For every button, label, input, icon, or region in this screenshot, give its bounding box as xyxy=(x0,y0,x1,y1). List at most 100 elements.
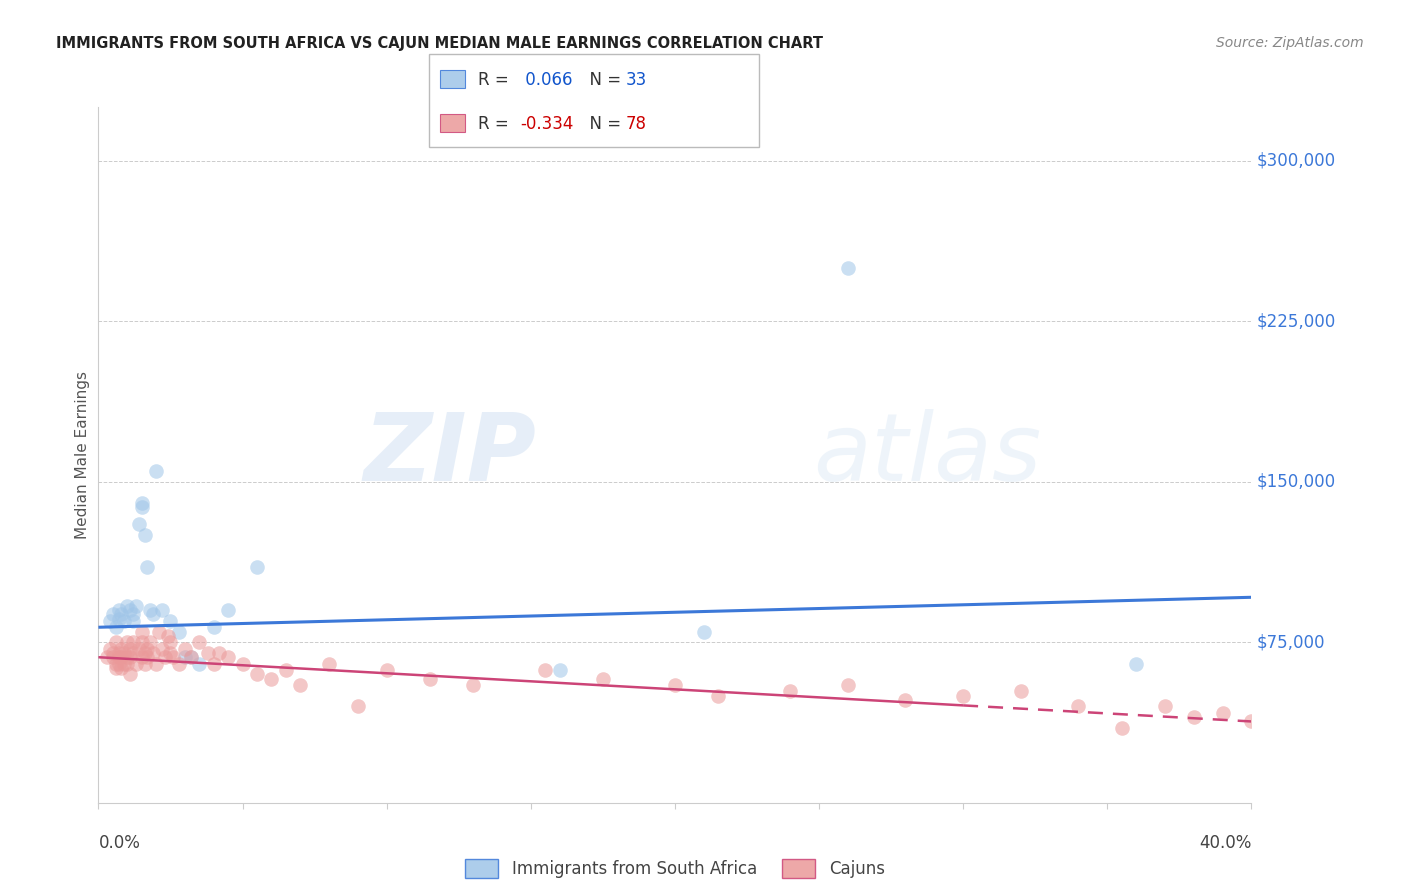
Point xyxy=(1111,721,1133,735)
Text: atlas: atlas xyxy=(813,409,1042,500)
Point xyxy=(131,650,153,665)
Point xyxy=(159,635,181,649)
Point xyxy=(274,663,297,677)
Point xyxy=(139,603,162,617)
Point xyxy=(139,635,162,649)
Point xyxy=(159,646,181,660)
Point xyxy=(217,603,239,617)
Point xyxy=(246,560,269,574)
Point xyxy=(98,641,121,656)
Point xyxy=(534,663,557,677)
Point xyxy=(174,650,197,665)
Point xyxy=(110,650,132,665)
Point xyxy=(1298,710,1320,724)
Point xyxy=(101,650,124,665)
Point xyxy=(112,614,135,628)
Point xyxy=(120,650,142,665)
Point xyxy=(1212,706,1234,720)
Point xyxy=(188,635,211,649)
Point xyxy=(110,641,132,656)
Point xyxy=(96,650,118,665)
Point xyxy=(1010,684,1032,698)
Text: R =: R = xyxy=(478,70,515,88)
Point xyxy=(548,663,571,677)
Point xyxy=(122,646,145,660)
Point xyxy=(197,646,219,660)
Text: 33: 33 xyxy=(626,70,647,88)
Point xyxy=(346,699,368,714)
Point xyxy=(117,599,138,613)
Text: 0.066: 0.066 xyxy=(520,70,572,88)
Point xyxy=(1067,699,1090,714)
Y-axis label: Median Male Earnings: Median Male Earnings xyxy=(75,371,90,539)
Point xyxy=(174,641,197,656)
Point xyxy=(107,657,129,671)
Point xyxy=(260,672,283,686)
Point xyxy=(112,646,135,660)
Point xyxy=(134,657,156,671)
Point xyxy=(153,650,176,665)
Point xyxy=(375,663,398,677)
Point xyxy=(128,517,150,532)
Point xyxy=(110,661,132,675)
Point xyxy=(128,641,150,656)
Point xyxy=(134,646,156,660)
Point xyxy=(318,657,340,671)
Point xyxy=(107,650,129,665)
Text: $75,000: $75,000 xyxy=(1257,633,1326,651)
Point xyxy=(110,607,132,622)
Text: IMMIGRANTS FROM SOUTH AFRICA VS CAJUN MEDIAN MALE EARNINGS CORRELATION CHART: IMMIGRANTS FROM SOUTH AFRICA VS CAJUN ME… xyxy=(56,36,824,51)
Point xyxy=(664,678,686,692)
Point xyxy=(101,646,124,660)
Point xyxy=(156,629,179,643)
Point xyxy=(120,603,142,617)
Point xyxy=(779,684,801,698)
Point xyxy=(134,528,156,542)
Point xyxy=(131,500,153,515)
Point xyxy=(419,672,441,686)
Point xyxy=(693,624,716,639)
Point xyxy=(837,260,859,275)
Point xyxy=(142,646,165,660)
Point xyxy=(952,689,974,703)
Text: N =: N = xyxy=(579,70,627,88)
Point xyxy=(120,641,142,656)
Point xyxy=(131,496,153,510)
Point xyxy=(122,614,145,628)
Point xyxy=(120,667,142,681)
Point xyxy=(167,624,190,639)
Point xyxy=(162,650,184,665)
Point xyxy=(107,612,129,626)
Text: ZIP: ZIP xyxy=(364,409,537,501)
Text: -0.334: -0.334 xyxy=(520,115,574,133)
Point xyxy=(125,599,148,613)
Point xyxy=(1240,714,1263,729)
Text: 0.0%: 0.0% xyxy=(98,834,141,852)
Point xyxy=(107,646,129,660)
Point xyxy=(150,641,173,656)
Point xyxy=(837,678,859,692)
Point xyxy=(894,693,917,707)
Text: $150,000: $150,000 xyxy=(1257,473,1336,491)
Point xyxy=(217,650,239,665)
Point xyxy=(142,607,165,622)
Point xyxy=(1254,719,1277,733)
Point xyxy=(117,635,138,649)
Point xyxy=(145,464,167,478)
Text: 40.0%: 40.0% xyxy=(1199,834,1251,852)
Text: Source: ZipAtlas.com: Source: ZipAtlas.com xyxy=(1216,36,1364,50)
Point xyxy=(707,689,730,703)
Point xyxy=(202,620,225,634)
Point xyxy=(1182,710,1205,724)
Point xyxy=(208,646,231,660)
Point xyxy=(159,614,181,628)
Point xyxy=(136,641,159,656)
Point xyxy=(290,678,312,692)
Point xyxy=(167,657,190,671)
Point xyxy=(101,607,124,622)
Point xyxy=(136,560,159,574)
Point xyxy=(125,657,148,671)
Point xyxy=(246,667,269,681)
Point xyxy=(136,650,159,665)
Point xyxy=(461,678,484,692)
